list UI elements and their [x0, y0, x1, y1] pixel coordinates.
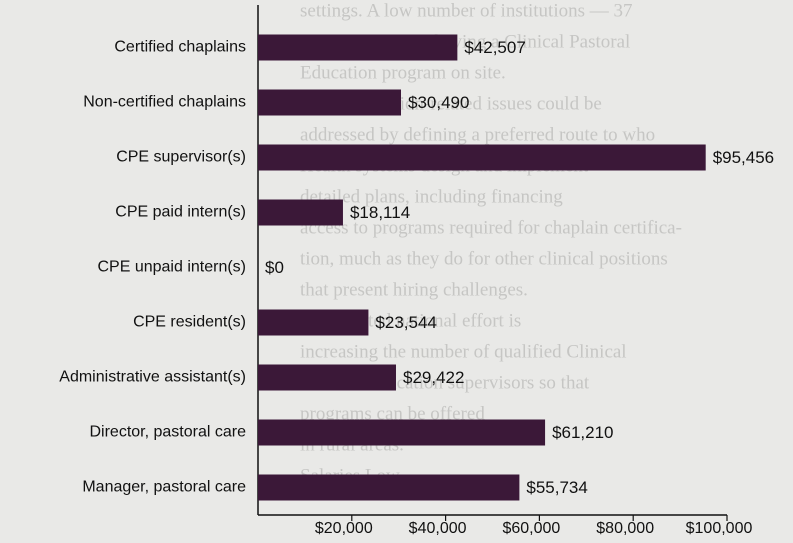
bar [258, 89, 401, 116]
y-tick-label: CPE supervisor(s) [116, 149, 246, 166]
background-text: tion, much as they do for other clinical… [300, 248, 668, 269]
x-tick-label: $40,000 [409, 520, 467, 537]
bar [258, 144, 706, 171]
background-text: access to programs required for chaplain… [300, 217, 682, 238]
bar [258, 474, 520, 501]
bar [258, 419, 546, 446]
y-tick-label: CPE paid intern(s) [115, 204, 246, 221]
x-tick-label: $100,000 [686, 520, 753, 537]
background-text: settings. A low number of institutions —… [300, 0, 633, 21]
background-text: increasing the number of qualified Clini… [300, 341, 627, 362]
x-tick-label: $60,000 [502, 520, 560, 537]
background-text: that present hiring challenges. [300, 279, 528, 300]
value-label: $95,456 [713, 148, 774, 167]
value-label: $61,210 [552, 423, 613, 442]
value-label: $42,507 [464, 38, 525, 57]
y-tick-label: Manager, pastoral care [82, 479, 246, 496]
bar [258, 364, 396, 391]
background-text: detailed plans, including financing [300, 186, 563, 207]
y-tick-label: CPE resident(s) [133, 314, 246, 331]
background-text: addressed by defining a preferred route … [300, 124, 655, 145]
value-label: $55,734 [526, 478, 587, 497]
bar [258, 34, 458, 61]
background-text: programs can be offered [300, 403, 485, 424]
y-tick-label: Non-certified chaplains [83, 94, 246, 111]
bar [258, 309, 369, 336]
value-label: $29,422 [403, 368, 464, 387]
y-tick-label: CPE unpaid intern(s) [97, 259, 246, 276]
value-label: $23,544 [375, 313, 436, 332]
value-label: $30,490 [408, 93, 469, 112]
x-tick-label: $80,000 [596, 520, 654, 537]
x-tick-label: $20,000 [315, 520, 373, 537]
bar [258, 199, 343, 226]
y-tick-label: Administrative assistant(s) [59, 369, 246, 386]
value-label: $0 [265, 258, 284, 277]
value-label: $18,114 [350, 203, 410, 222]
y-tick-label: Certified chaplains [114, 39, 246, 56]
y-tick-label: Director, pastoral care [89, 424, 246, 441]
background-text: Education program on site. [300, 62, 506, 83]
